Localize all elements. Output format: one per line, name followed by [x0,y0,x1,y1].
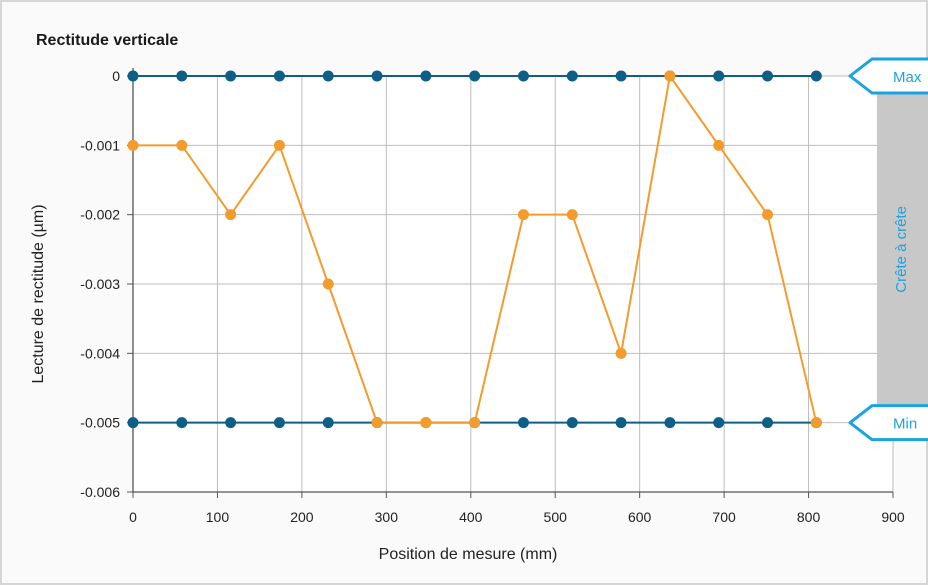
max-tag-shape [848,57,928,95]
y-tick-label: 0 [112,68,120,84]
series-0-point [713,139,725,151]
series-0-point [517,209,529,221]
x-axis-title: Position de mesure (mm) [379,546,558,563]
series-1-point [810,70,822,82]
series-0-point [810,417,822,429]
series-0-point [176,139,188,151]
peak-to-peak-label: Crête à crête [893,206,910,293]
series-0-point [664,70,676,82]
series-1-point [127,70,139,82]
series-0-point [225,209,237,221]
min-tag: Min [848,404,928,442]
series-1-point [371,70,383,82]
series-1-point [420,70,432,82]
x-tick-label: 900 [881,509,905,525]
series-2-point [225,417,237,429]
series-2-point [762,417,774,429]
series-1-point [566,70,578,82]
x-tick-label: 200 [290,509,314,525]
series-0-point [273,139,285,151]
series-2-point [176,417,188,429]
x-tick-label: 400 [459,509,483,525]
series-1-point [225,70,237,82]
series-1-point [517,70,529,82]
series-2-point [517,417,529,429]
max-tag: Max [848,57,928,95]
y-axis-title: Lecture de rectitude (µm) [30,204,47,383]
series-0-point [127,139,139,151]
series-0-point [762,209,774,221]
chart-title: Rectitude verticale [36,32,179,49]
x-tick-label: 800 [797,509,821,525]
series-1-point [713,70,725,82]
y-tick-label: -0.004 [80,345,120,361]
series-1-point [273,70,285,82]
series-2-point [664,417,676,429]
series-0-point [615,347,627,359]
x-tick-label: 600 [628,509,652,525]
series-1-point [322,70,334,82]
y-tick-label: -0.005 [80,415,120,431]
series-2-point [713,417,725,429]
series-1-point [762,70,774,82]
series-0-point [420,417,432,429]
series-0-point [371,417,383,429]
series-0-point [469,417,481,429]
x-tick-label: 300 [375,509,399,525]
series-0-point [566,209,578,221]
max-tag-label: Max [893,69,922,86]
x-tick-label: 0 [129,509,137,525]
series-1-point [615,70,627,82]
series-0-point [322,278,334,290]
x-tick-label: 500 [544,509,568,525]
x-tick-label: 100 [206,509,230,525]
y-tick-label: -0.002 [80,207,120,223]
series-2-point [566,417,578,429]
y-tick-label: -0.001 [80,137,120,153]
peak-to-peak-band [877,94,928,405]
y-tick-label: -0.006 [80,484,120,500]
x-tick-label: 700 [712,509,736,525]
series-2-point [615,417,627,429]
series-1-point [469,70,481,82]
series-2-point [273,417,285,429]
min-tag-shape [848,404,928,442]
min-tag-label: Min [893,416,917,433]
series-1-point [176,70,188,82]
series-2-point [127,417,139,429]
series-2-point [322,417,334,429]
y-tick-label: -0.003 [80,276,120,292]
